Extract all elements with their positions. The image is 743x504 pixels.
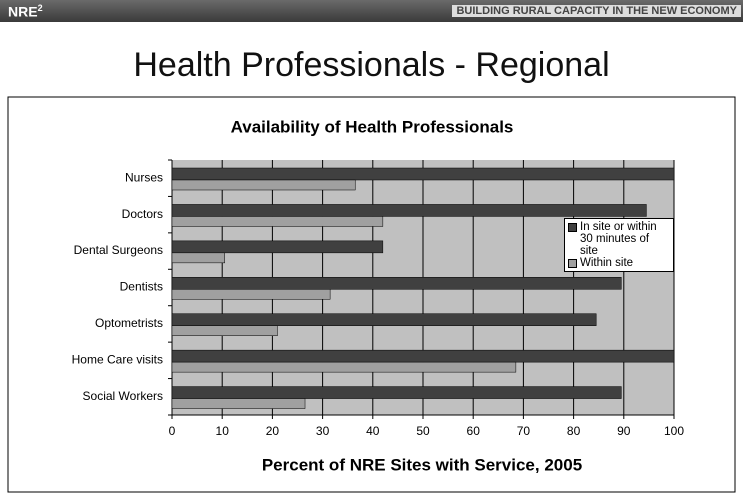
bar: [171, 398, 306, 409]
x-tick-label: 60: [467, 424, 481, 438]
bar: [171, 252, 225, 264]
tagline: BUILDING RURAL CAPACITY IN THE NEW ECONO…: [452, 5, 741, 17]
bar: [171, 277, 622, 290]
y-tick-label: Social Workers: [83, 389, 163, 403]
x-axis-label: Percent of NRE Sites with Service, 2005: [262, 455, 582, 474]
bar: [171, 179, 356, 191]
x-tick-label: 80: [567, 424, 581, 438]
brand: NRE2: [8, 3, 43, 20]
top-bar: NRE2 BUILDING RURAL CAPACITY IN THE NEW …: [0, 0, 743, 22]
x-tick-label: 90: [617, 424, 631, 438]
legend-item: Within site: [568, 257, 670, 269]
x-tick-label: 100: [664, 424, 684, 438]
bar: [171, 167, 675, 181]
brand-sup: 2: [37, 3, 43, 13]
slide-title: Health Professionals - Regional: [133, 46, 610, 84]
chart-title: Availability of Health Professionals: [231, 117, 514, 136]
y-tick-label: Nurses: [125, 170, 163, 184]
x-tick-label: 0: [169, 424, 176, 438]
y-tick-label: Dental Surgeons: [74, 243, 163, 257]
bar: [171, 204, 647, 217]
legend-label: Within site: [580, 257, 634, 269]
bar: [171, 349, 675, 363]
y-tick-label: Dentists: [120, 280, 163, 294]
y-tick-label: Home Care visits: [72, 353, 163, 367]
bar: [171, 313, 597, 326]
bar: [171, 386, 622, 399]
x-tick-label: 20: [266, 424, 280, 438]
legend: In site or within 30 minutes of site With…: [564, 218, 674, 272]
bar: [171, 216, 384, 227]
x-tick-label: 40: [366, 424, 380, 438]
y-tick-label: Doctors: [122, 207, 163, 221]
x-tick-label: 50: [416, 424, 430, 438]
legend-item: In site or within 30 minutes of site: [568, 221, 670, 257]
legend-label: In site or within 30 minutes of site: [580, 221, 657, 257]
y-tick-label: Optometrists: [95, 316, 163, 330]
bar: [171, 240, 384, 254]
chart-frame: [7, 96, 736, 493]
x-tick-label: 30: [316, 424, 330, 438]
x-tick-label: 70: [517, 424, 531, 438]
brand-text: NRE: [8, 3, 38, 20]
bar: [171, 325, 278, 336]
legend-swatch: [568, 223, 577, 232]
bar: [171, 289, 331, 300]
x-tick-label: 10: [216, 424, 230, 438]
bar: [171, 361, 517, 373]
legend-swatch: [568, 259, 577, 268]
